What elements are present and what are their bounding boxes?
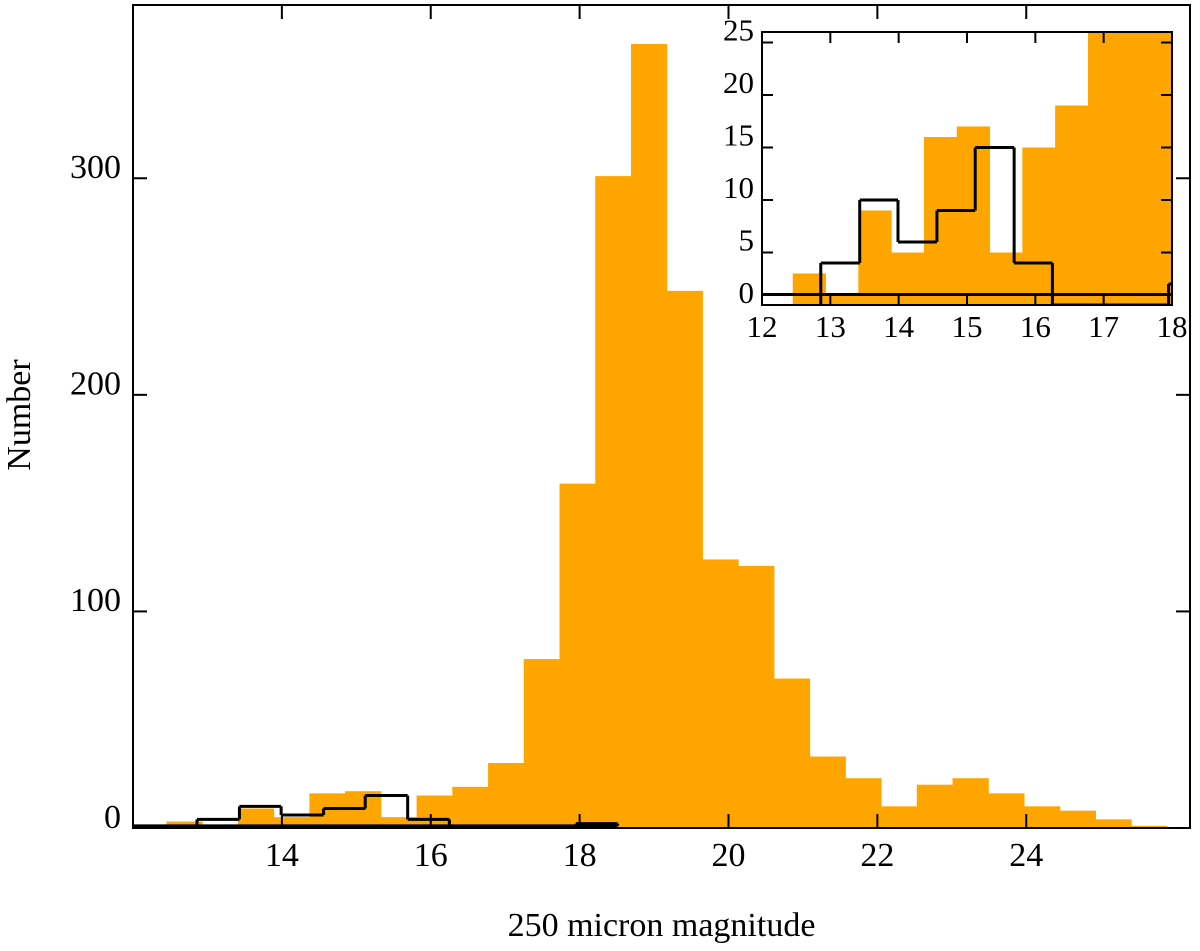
bar	[1059, 810, 1096, 828]
bar	[595, 176, 632, 828]
x-tick-label: 14	[265, 837, 299, 874]
y-tick-label: 5	[739, 223, 755, 258]
bar	[273, 817, 310, 828]
x-tick-label: 15	[952, 309, 983, 344]
bar	[1022, 147, 1056, 305]
x-axis-label: 250 micron magnitude	[508, 907, 816, 944]
x-tick-label: 18	[1157, 309, 1188, 344]
bar	[891, 252, 925, 305]
y-tick-label: 20	[723, 65, 754, 100]
y-tick-label: 0	[739, 275, 755, 310]
bar	[956, 126, 991, 305]
bar	[858, 210, 892, 305]
bar	[380, 817, 418, 828]
bar	[988, 793, 1025, 828]
x-tick-label: 12	[747, 309, 778, 344]
bar	[630, 43, 668, 828]
y-tick-label: 25	[723, 13, 754, 48]
bar	[1087, 32, 1122, 305]
y-tick-label: 300	[70, 149, 121, 186]
x-tick-label: 24	[1009, 837, 1043, 874]
bar	[488, 763, 525, 828]
x-tick-label: 16	[414, 837, 448, 874]
y-tick-label: 100	[70, 582, 121, 619]
plot-frame	[132, 4, 1191, 829]
x-tick-label: 18	[563, 837, 597, 874]
bar	[845, 778, 882, 828]
bar	[309, 793, 346, 828]
y-axis-label: Number	[1, 359, 38, 471]
x-tick-label: 16	[1020, 309, 1051, 344]
x-tick-label: 22	[860, 837, 894, 874]
plot-area	[762, 32, 1172, 305]
bar	[1095, 819, 1132, 828]
bar	[416, 795, 453, 828]
bar	[738, 565, 775, 828]
bar	[666, 290, 703, 828]
inset-chart: 12 13 14 15 16 17 18 0 5 10 15 20 25	[723, 13, 1188, 345]
y-tick-label: 200	[70, 366, 121, 403]
bar	[952, 778, 989, 828]
bar	[1055, 105, 1089, 305]
bar	[773, 678, 811, 828]
bar	[923, 137, 958, 305]
bar	[916, 784, 954, 828]
x-tick-label: 14	[883, 309, 915, 344]
bar	[881, 806, 918, 828]
bar	[809, 756, 846, 828]
bar	[702, 559, 739, 828]
bar	[1131, 825, 1168, 828]
x-tick-label: 20	[711, 837, 745, 874]
y-tick-label: 0	[104, 799, 121, 836]
x-tick-label: 17	[1088, 309, 1119, 344]
bar	[989, 252, 1023, 305]
bar	[237, 808, 275, 828]
y-tick-label: 15	[723, 118, 754, 153]
bar	[1024, 806, 1061, 828]
bar	[1120, 32, 1155, 305]
bar	[1153, 32, 1172, 305]
bar	[559, 483, 596, 828]
x-tick-label: 13	[815, 309, 846, 344]
y-tick-label: 10	[723, 170, 754, 205]
bar	[523, 659, 561, 828]
bar	[452, 786, 489, 828]
bar	[825, 294, 859, 305]
plot-area	[133, 43, 1168, 828]
